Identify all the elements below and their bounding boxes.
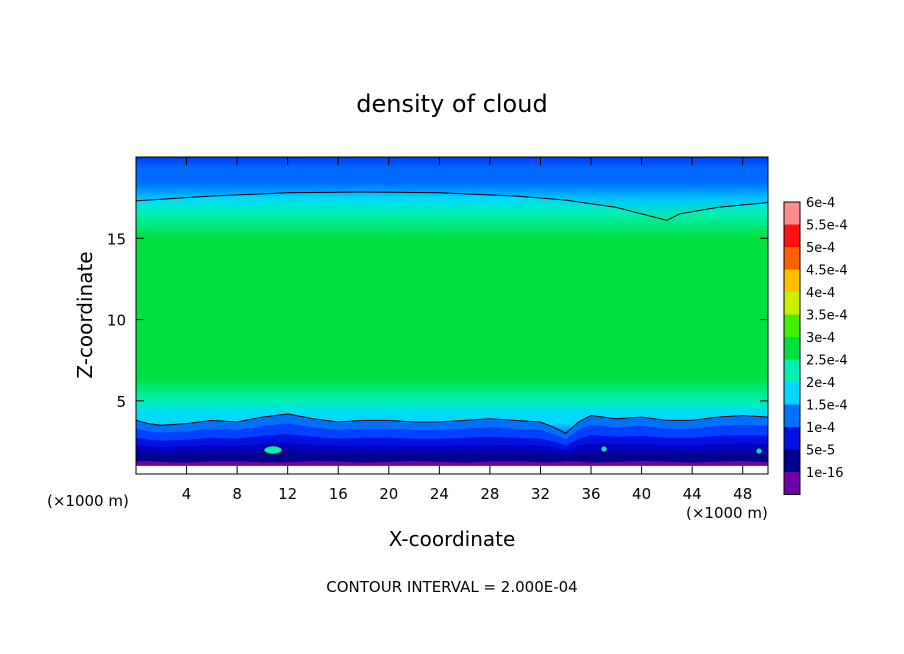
upper-right-thin-region [136, 157, 768, 221]
contour-interval-note: CONTOUR INTERVAL = 2.000E-04 [326, 578, 577, 596]
colorbar-swatch [784, 427, 800, 450]
colorbar-swatch [784, 404, 800, 427]
x-unit-left-label: (×1000 m) [47, 492, 129, 510]
x-axis-label: X-coordinate [389, 527, 516, 551]
cloud-base-contour-line [136, 413, 768, 435]
x-tick-label: 28 [480, 485, 499, 503]
colorbar-label: 2e-4 [806, 376, 835, 391]
y-axis-label: Z-coordinate [73, 251, 97, 378]
colorbar-swatch [784, 449, 800, 472]
y-tick-label: 10 [107, 312, 126, 330]
cloud-top-contour-line [136, 191, 768, 221]
colorbar-label: 5e-4 [806, 241, 835, 256]
plot-frame [135, 156, 769, 475]
colorbar-label: 5.5e-4 [806, 219, 848, 234]
colorbar-label: 4e-4 [806, 286, 835, 301]
local-maximum-near-x49 [755, 447, 763, 455]
colorbar-label: 3.5e-4 [806, 309, 848, 324]
colorbar-swatch [784, 202, 800, 225]
x-tick-label: 20 [379, 485, 398, 503]
colorbar-swatch [784, 292, 800, 315]
colorbar-swatch [784, 247, 800, 270]
x-unit-right-label: (×1000 m) [686, 504, 768, 522]
ground-region [136, 465, 768, 474]
cloud-base-region [136, 413, 768, 474]
colorbar-label: 1e-16 [806, 466, 844, 481]
colorbar-label: 6e-4 [806, 196, 835, 211]
colorbar-label: 1.5e-4 [806, 399, 848, 414]
x-tick-label: 36 [581, 485, 600, 503]
colorbar-label: 5e-5 [806, 444, 835, 459]
colorbar-swatch [784, 337, 800, 360]
chart-title: density of cloud [356, 90, 547, 118]
colorbar-swatch [784, 382, 800, 405]
x-tick-label: 12 [278, 485, 297, 503]
x-tick-label: 48 [733, 485, 752, 503]
local-maximum-near-x11 [263, 445, 283, 455]
colorbar-swatch [784, 472, 800, 495]
plot-area [136, 157, 768, 474]
colorbar-label: 3e-4 [806, 331, 835, 346]
y-axis-ticks: 5 10 15 [107, 230, 768, 411]
local-maximum-near-x37 [600, 445, 608, 453]
colorbar-label: 4.5e-4 [806, 264, 848, 279]
x-tick-label: 40 [632, 485, 651, 503]
y-tick-label: 5 [116, 393, 126, 411]
colorbar-label: 2.5e-4 [806, 354, 848, 369]
colorbar-swatch [784, 269, 800, 292]
colorbar-frame [783, 201, 801, 495]
colorbar-swatch [784, 359, 800, 382]
colorbar-label: 1e-4 [806, 421, 835, 436]
x-tick-label: 32 [531, 485, 550, 503]
x-axis-ticks: 4 8 12 16 20 24 28 32 36 40 44 48 [182, 157, 752, 503]
colorbar-swatch [784, 314, 800, 337]
x-tick-label: 4 [182, 485, 192, 503]
x-tick-label: 44 [683, 485, 702, 503]
x-tick-label: 16 [329, 485, 348, 503]
colorbar-swatch [784, 224, 800, 247]
x-tick-label: 8 [232, 485, 242, 503]
colorbar: 6e-4 5.5e-4 5e-4 4.5e-4 4e-4 3.5e-4 3e-4 2.5e-4… [783, 196, 848, 495]
y-tick-label: 15 [107, 230, 126, 248]
x-tick-label: 24 [430, 485, 449, 503]
